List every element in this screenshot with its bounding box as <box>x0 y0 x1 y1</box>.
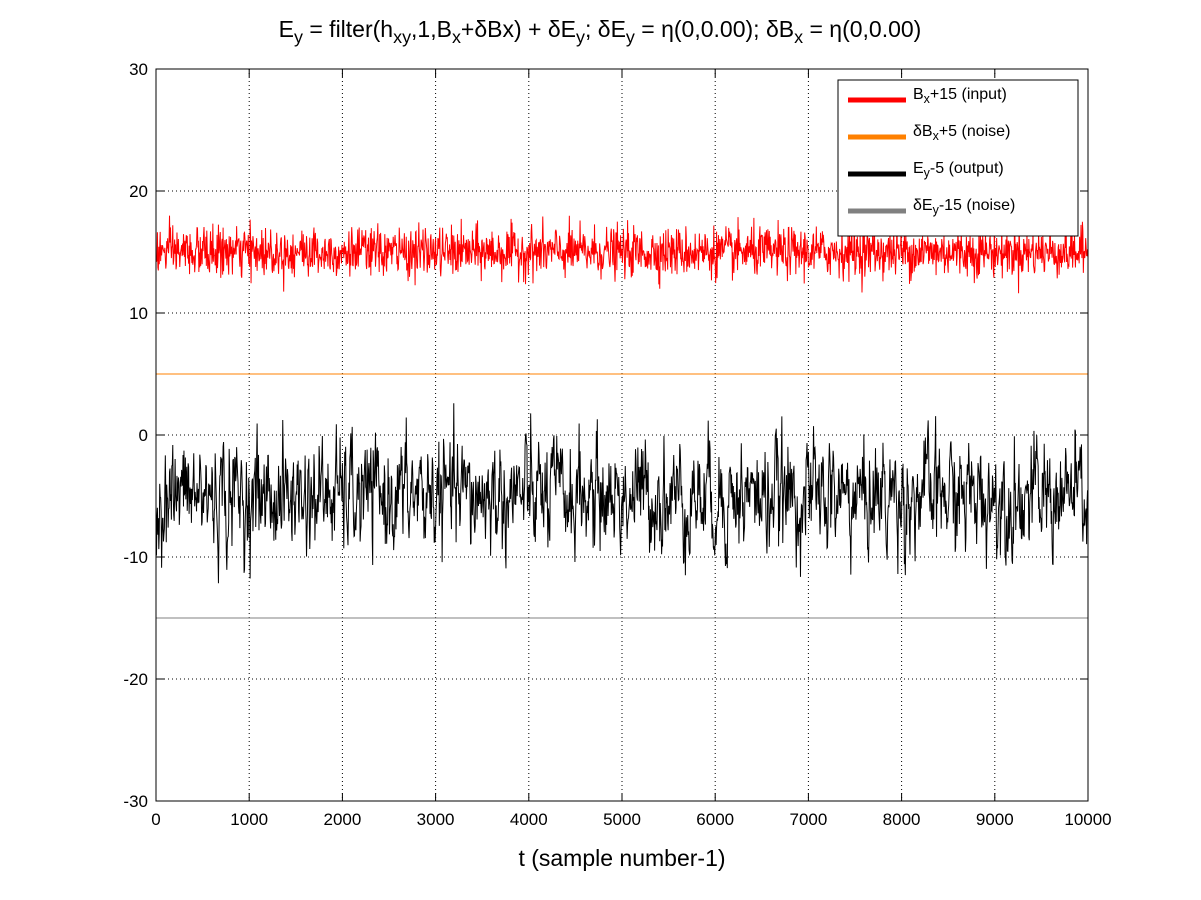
text-part: -15 (noise) <box>939 197 1015 214</box>
text-part: +5 (noise) <box>939 123 1011 140</box>
text-subscript: y <box>626 27 635 47</box>
x-tick-label: 8000 <box>883 810 921 829</box>
x-tick-label: 9000 <box>976 810 1014 829</box>
text-subscript: y <box>294 27 303 47</box>
x-tick-label: 1000 <box>230 810 268 829</box>
text-subscript: y <box>933 203 940 217</box>
text-part: +15 (input) <box>930 86 1007 103</box>
text-subscript: x <box>452 27 461 47</box>
text-part: +δBx) + δE <box>461 16 576 42</box>
y-tick-label: -30 <box>123 792 148 811</box>
x-tick-label: 6000 <box>696 810 734 829</box>
text-part: E <box>279 16 294 42</box>
legend-label-bx_input: Bx+15 (input) <box>913 86 1007 106</box>
text-part: ,1,B <box>411 16 452 42</box>
y-tick-label: -10 <box>123 548 148 567</box>
text-subscript: xy <box>393 27 411 47</box>
text-subscript: y <box>924 166 931 180</box>
text-part: B <box>913 86 924 103</box>
axis-ticks: 0 1000 2000 3000 4000 5000 6000 7000 8000 9000 100… <box>123 60 1111 829</box>
y-tick-label: 30 <box>129 60 148 79</box>
x-tick-label: 5000 <box>603 810 641 829</box>
text-part: = η(0,0.00); δB <box>635 16 794 42</box>
legend-label-ey_output: Ey-5 (output) <box>913 160 1004 180</box>
chart-title: Ey = filter(hxy,1,Bx+δBx) + δEy; δEy = η… <box>279 16 922 47</box>
text-part: δB <box>913 123 933 140</box>
x-tick-label: 7000 <box>789 810 827 829</box>
text-part: ; δE <box>585 16 626 42</box>
text-subscript: x <box>933 129 940 143</box>
legend: Bx+15 (input)δBx+5 (noise)Ey-5 (output)δ… <box>837 79 1079 237</box>
legend-label-dbx_noise: δBx+5 (noise) <box>913 123 1010 143</box>
series-line-bx_input <box>155 215 1089 294</box>
text-subscript: x <box>794 27 803 47</box>
x-tick-label: 4000 <box>510 810 548 829</box>
x-tick-label: 2000 <box>323 810 361 829</box>
x-tick-label: 10000 <box>1064 810 1111 829</box>
legend-label-dey_noise: δEy-15 (noise) <box>913 197 1015 217</box>
series-line-ey_output <box>155 403 1089 584</box>
y-tick-label: 20 <box>129 182 148 201</box>
y-tick-label: -20 <box>123 670 148 689</box>
text-part: E <box>913 160 924 177</box>
text-part: δE <box>913 197 933 214</box>
text-part: = η(0,0.00) <box>803 16 921 42</box>
x-axis-label: t (sample number-1) <box>518 845 725 871</box>
text-subscript: y <box>576 27 585 47</box>
x-tick-label: 3000 <box>417 810 455 829</box>
series-layer <box>155 215 1089 619</box>
text-subscript: x <box>924 92 931 106</box>
x-tick-label: 0 <box>151 810 160 829</box>
text-part: = filter(h <box>303 16 393 42</box>
y-tick-label: 0 <box>139 426 148 445</box>
text-part: -5 (output) <box>930 160 1004 177</box>
y-tick-label: 10 <box>129 304 148 323</box>
